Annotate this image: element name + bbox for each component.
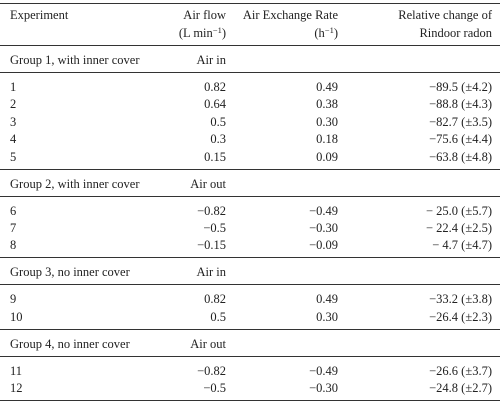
table-cell: 0.5: [210, 309, 226, 324]
table-cell: −26.6 (±3.7): [429, 363, 492, 378]
group-label: Group 3, no inner cover: [10, 265, 130, 280]
table-cell: 11: [10, 363, 23, 378]
group-direction: Air in: [196, 53, 226, 67]
table-cell: 7: [10, 221, 17, 235]
table-rule: [0, 3, 500, 4]
table-cell: −26.4 (±2.3): [429, 309, 492, 324]
table-cell: 8: [10, 238, 17, 253]
table-cell: −0.30: [309, 381, 338, 396]
header-cell: Experiment: [10, 8, 69, 22]
table-cell: 0.3: [210, 132, 226, 147]
table-cell: −0.5: [203, 221, 226, 235]
table-cell: −75.6 (±4.4): [429, 132, 492, 147]
table-rule: [0, 168, 500, 170]
table-cell: −33.2 (±3.8): [429, 292, 492, 307]
table-cell: 0.38: [316, 97, 338, 112]
table-cell: −89.5 (±4.2): [429, 80, 492, 94]
table-cell: − 22.4 (±2.5): [426, 221, 492, 235]
table-cell: 3: [10, 114, 17, 129]
header-text: ): [333, 26, 338, 40]
table-rule: [0, 284, 500, 286]
table-rule: [0, 45, 500, 46]
header-cell: (h−1): [314, 25, 338, 40]
header-cell: Air flow: [183, 8, 226, 22]
table-cell: −0.82: [197, 203, 226, 218]
table-cell: 6: [10, 203, 17, 218]
group-direction: Air in: [196, 265, 226, 280]
table-cell: − 25.0 (±5.7): [426, 203, 492, 218]
table-cell: 9: [10, 292, 17, 307]
table-cell: −24.8 (±2.7): [429, 381, 492, 396]
table-cell: 5: [10, 149, 17, 164]
header-cell: Relative change of: [398, 8, 492, 22]
group-label: Group 1, with inner cover: [10, 53, 140, 67]
table-cell: 10: [10, 309, 23, 324]
table-rule: [0, 355, 500, 357]
table-cell: 1: [10, 80, 17, 94]
table-cell: 0.49: [316, 292, 338, 307]
header-text: ): [221, 26, 226, 40]
table-cell: −0.49: [309, 363, 338, 378]
table-cell: −0.82: [197, 363, 226, 378]
table-rule: [0, 195, 500, 197]
header-superscript: −1: [324, 25, 334, 35]
table-rule: [0, 400, 500, 402]
group-label: Group 2, with inner cover: [10, 176, 140, 191]
table-cell: 0.82: [204, 292, 226, 307]
group-direction: Air out: [190, 176, 226, 191]
table-cell: 12: [10, 381, 23, 396]
table-cell: −82.7 (±3.5): [429, 114, 492, 129]
table-rule: [0, 72, 500, 73]
header-superscript: −1: [212, 25, 222, 35]
table-cell: 0.49: [316, 80, 338, 94]
table-cell: −0.15: [197, 238, 226, 253]
table-cell: 0.09: [316, 149, 338, 164]
table-cell: 0.82: [204, 80, 226, 94]
table-cell: − 4.7 (±4.7): [432, 238, 492, 253]
table-rule: [0, 328, 500, 330]
table-cell: 0.15: [204, 149, 226, 164]
table-cell: 4: [10, 132, 17, 147]
group-label: Group 4, no inner cover: [10, 336, 130, 351]
table-cell: −0.09: [309, 238, 338, 253]
table-cell: 0.18: [316, 132, 338, 147]
header-cell: (L min−1): [178, 25, 226, 40]
table-rule: [0, 257, 500, 259]
table-cell: −0.5: [203, 381, 226, 396]
table-cell: 0.5: [210, 114, 226, 129]
table-cell: 0.30: [316, 309, 338, 324]
table-cell: −0.49: [309, 203, 338, 218]
table-cell: 0.64: [204, 97, 226, 112]
table-cell: −88.8 (±4.3): [429, 97, 492, 112]
table-cell: −0.30: [309, 221, 338, 235]
table-cell: −63.8 (±4.8): [429, 149, 492, 164]
header-cell: Rindoor radon: [419, 26, 492, 40]
header-cell: Air Exchange Rate: [242, 8, 338, 22]
group-direction: Air out: [190, 336, 226, 351]
table-cell: 2: [10, 97, 17, 112]
table-cell: 0.30: [316, 114, 338, 129]
